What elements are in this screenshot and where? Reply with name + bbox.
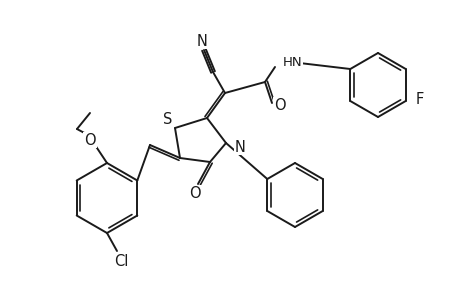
Text: N: N xyxy=(196,34,207,49)
Text: F: F xyxy=(415,92,423,106)
Text: O: O xyxy=(274,98,285,112)
Text: O: O xyxy=(84,133,95,148)
Text: O: O xyxy=(189,185,201,200)
Text: Cl: Cl xyxy=(113,254,128,268)
Text: N: N xyxy=(235,140,246,154)
Text: HN: HN xyxy=(282,56,302,68)
Text: S: S xyxy=(163,112,172,127)
